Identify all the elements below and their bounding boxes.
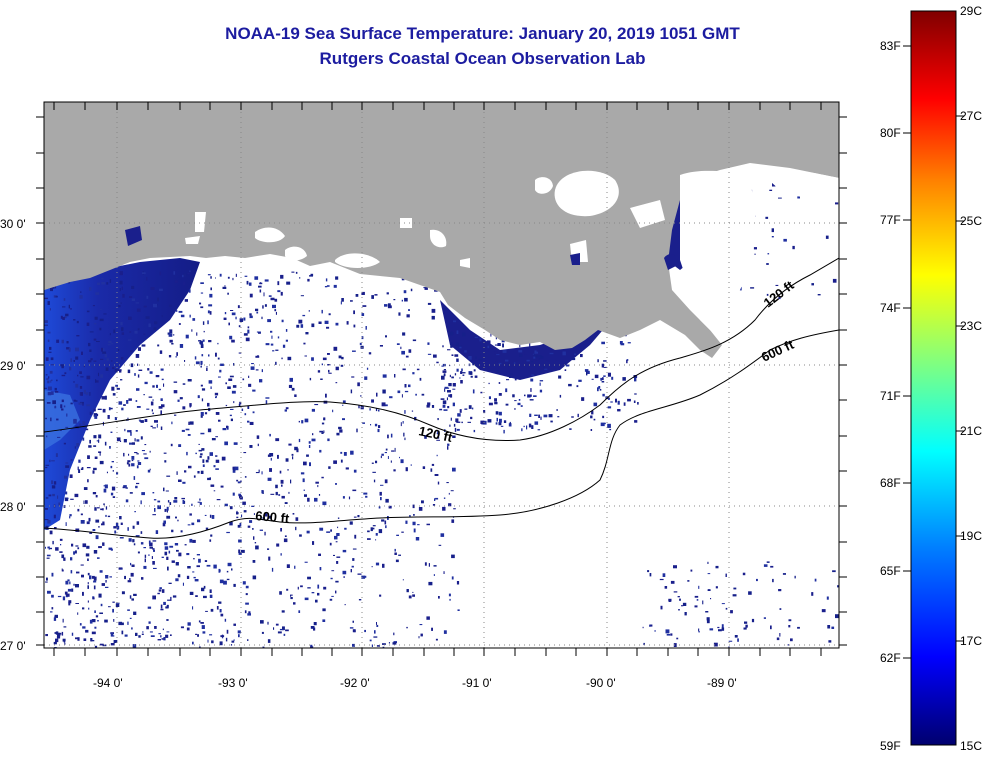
colorbar-c-15: 15C [960, 739, 983, 753]
colorbar-f-62: 62F [880, 651, 901, 665]
graticule [44, 102, 839, 648]
colorbar-c-27: 27C [960, 109, 983, 123]
map-frame [43, 101, 840, 649]
cold-water-shelf [440, 300, 620, 380]
inland-cold-patches [125, 226, 679, 270]
colorbar-f-71: 71F [880, 389, 901, 403]
colorbar-f-77: 77F [880, 213, 901, 227]
colorbar-f-59: 59F [880, 739, 901, 753]
colorbar-c-21: 21C [960, 424, 983, 438]
colorbar-f-74: 74F [880, 301, 901, 315]
cold-water-west [44, 258, 200, 530]
lon-label-92: -92 0' [340, 676, 370, 690]
contour-label-120-west: 120 ft [417, 423, 454, 445]
lon-label-94: -94 0' [93, 676, 123, 690]
inland-water [185, 167, 839, 335]
lat-label-28: 28 0' [0, 500, 26, 514]
map-content: 120 ft 600 ft 120 ft 600 ft [44, 102, 839, 648]
colorbar [910, 10, 957, 746]
lon-label-89: -89 0' [707, 676, 737, 690]
lon-label-91: -91 0' [462, 676, 492, 690]
lat-label-27: 27 0' [0, 639, 26, 653]
lat-label-30: 30 0' [0, 217, 26, 231]
colorbar-f-65: 65F [880, 564, 901, 578]
cold-water-speckles [44, 161, 839, 648]
map-subtitle: Rutgers Coastal Ocean Observation Lab [319, 49, 646, 68]
map-title: NOAA-19 Sea Surface Temperature: January… [225, 24, 740, 43]
land-mass [44, 102, 839, 358]
lat-label-29: 29 0' [0, 359, 26, 373]
colorbar-f-68: 68F [880, 476, 901, 490]
colorbar-c-25: 25C [960, 214, 983, 228]
cold-water-patch [44, 390, 80, 450]
lon-label-93: -93 0' [218, 676, 248, 690]
colorbar-c-19: 19C [960, 529, 983, 543]
contour-label-600-west: 600 ft [255, 508, 291, 526]
colorbar-c-23: 23C [960, 319, 983, 333]
lon-label-90: -90 0' [586, 676, 616, 690]
contour-600ft [44, 329, 839, 539]
colorbar-c-17: 17C [960, 634, 983, 648]
colorbar-c-29: 29C [960, 4, 983, 18]
colorbar-ticks [903, 45, 964, 659]
axis-ticks [36, 102, 847, 656]
contour-120ft [44, 257, 839, 441]
colorbar-f-83: 83F [880, 39, 901, 53]
colorbar-f-80: 80F [880, 126, 901, 140]
